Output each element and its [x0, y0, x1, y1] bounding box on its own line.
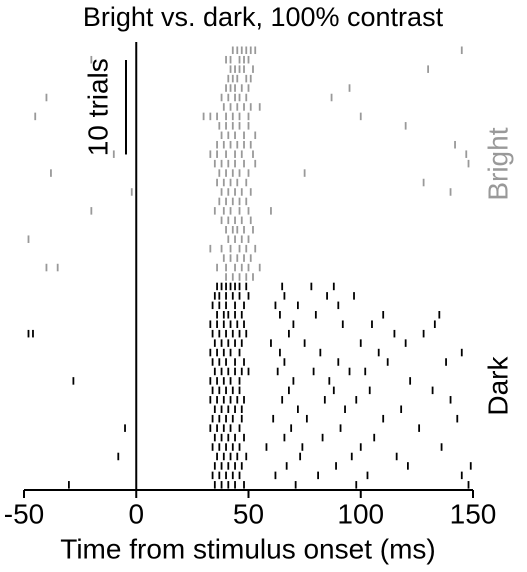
- scale-bar-label: 10 trials: [82, 58, 113, 156]
- condition-label: Bright: [482, 127, 513, 200]
- x-tick-label: 150: [450, 498, 497, 529]
- x-tick-label: 100: [337, 498, 384, 529]
- condition-label: Dark: [482, 356, 513, 416]
- x-tick-label: 50: [233, 498, 264, 529]
- x-tick-label: -50: [4, 498, 44, 529]
- chart-title: Bright vs. dark, 100% contrast: [83, 2, 444, 32]
- x-axis-label: Time from stimulus onset (ms): [60, 533, 435, 564]
- x-tick-label: 0: [128, 498, 144, 529]
